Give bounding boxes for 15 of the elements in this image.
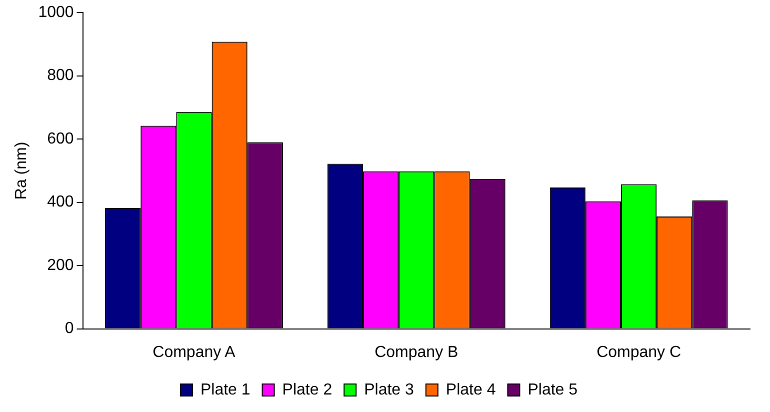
y-tick-label: 200 (47, 256, 74, 274)
legend-label: Plate 2 (282, 381, 332, 398)
x-tick-label: Company C (596, 344, 682, 361)
legend-label: Plate 3 (364, 381, 414, 398)
legend-label: Plate 1 (200, 381, 250, 398)
legend-label: Plate 4 (446, 381, 496, 398)
x-tick-label: Company A (152, 344, 236, 361)
y-tick-label: 800 (47, 67, 74, 84)
y-tick-label: 600 (47, 130, 74, 148)
y-tick-label: 0 (64, 320, 74, 338)
legend-label: Plate 5 (528, 381, 578, 398)
y-tick-label: 400 (47, 194, 74, 211)
y-axis-title: Ra (nm) (13, 142, 30, 200)
y-tick-label: 1000 (38, 4, 74, 22)
x-tick-label: Company B (374, 344, 458, 361)
